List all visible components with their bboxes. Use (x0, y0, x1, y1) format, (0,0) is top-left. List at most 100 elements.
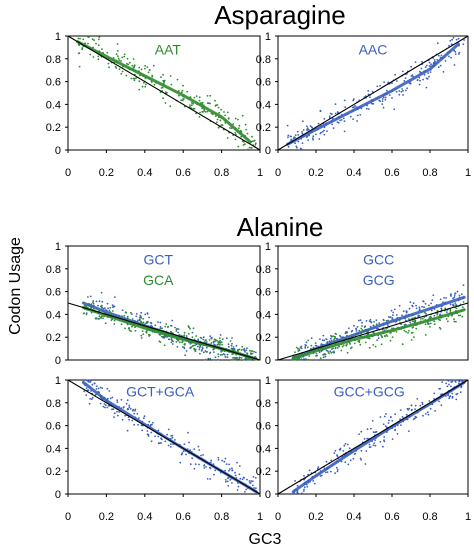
scatter-point (222, 353, 225, 355)
scatter-point (241, 140, 244, 143)
scatter-point (218, 337, 221, 340)
scatter-point (429, 322, 432, 325)
scatter-point (106, 406, 109, 409)
scatter-point (235, 344, 238, 347)
scatter-point (328, 115, 331, 117)
scatter-point (97, 55, 100, 58)
scatter-point (412, 418, 415, 421)
scatter-point (126, 57, 129, 60)
scatter-point (423, 306, 425, 309)
x-tick-label: 0 (275, 511, 281, 523)
scatter-point (221, 459, 224, 462)
scatter-point (354, 452, 357, 455)
scatter-point (224, 356, 227, 358)
scatter-point (375, 430, 378, 433)
scatter-point (123, 406, 125, 408)
scatter-point (244, 351, 247, 353)
scatter-point (192, 107, 195, 110)
scatter-point (247, 148, 249, 151)
scatter-point (339, 119, 341, 122)
scatter-point (444, 307, 447, 310)
scatter-point (318, 138, 321, 140)
scatter-point (431, 299, 434, 301)
scatter-point (183, 331, 186, 334)
scatter-point (449, 39, 452, 42)
scatter-point (321, 130, 324, 133)
scatter-point (121, 56, 124, 59)
scatter-point (317, 122, 320, 125)
scatter-point (125, 311, 128, 314)
scatter-point (446, 385, 449, 388)
scatter-point (457, 314, 460, 317)
scatter-point (359, 457, 362, 460)
scatter-point (130, 77, 133, 80)
scatter-point (170, 338, 173, 340)
scatter-point (388, 94, 391, 96)
scatter-point (208, 339, 211, 341)
scatter-point (329, 350, 332, 353)
scatter-point (125, 62, 128, 65)
scatter-point (298, 358, 300, 361)
scatter-point (419, 79, 421, 82)
scatter-point (210, 337, 213, 340)
scatter-point (363, 326, 366, 329)
x-tick-label: 0.4 (137, 167, 152, 179)
scatter-point (101, 300, 104, 303)
scatter-point (360, 459, 362, 461)
scatter-point (436, 59, 439, 61)
scatter-point (252, 480, 254, 483)
scatter-point (448, 44, 450, 47)
scatter-point (381, 100, 384, 102)
scatter-point (134, 326, 136, 329)
scatter-point (141, 330, 144, 332)
scatter-point (358, 329, 361, 332)
scatter-point (193, 349, 196, 351)
scatter-point (194, 350, 197, 353)
scatter-point (399, 418, 401, 420)
scatter-point (170, 325, 173, 327)
scatter-point (355, 327, 357, 330)
scatter-point (171, 319, 174, 322)
scatter-point (220, 108, 223, 111)
scatter-point (383, 436, 386, 438)
scatter-point (251, 135, 253, 138)
scatter-point (440, 404, 443, 407)
scatter-point (382, 96, 385, 99)
scatter-point (240, 349, 243, 351)
y-tick-label: 0.6 (256, 287, 271, 299)
scatter-point (198, 96, 201, 99)
scatter-point (183, 98, 185, 100)
scatter-point (330, 348, 333, 350)
y-tick-label: 0.6 (46, 77, 61, 89)
scatter-point (426, 322, 429, 325)
scatter-point (368, 346, 371, 349)
scatter-point (439, 298, 442, 301)
scatter-point (415, 307, 418, 310)
y-tick-label: 0.4 (256, 309, 271, 321)
scatter-point (406, 407, 409, 410)
scatter-point (352, 118, 354, 120)
scatter-point (445, 318, 448, 320)
scatter-point (243, 347, 246, 350)
scatter-point (303, 358, 305, 360)
y-tick-label: 1 (55, 375, 61, 387)
scatter-point (415, 327, 418, 330)
scatter-point (455, 398, 458, 401)
scatter-point (298, 348, 301, 351)
panel-1: 0 0.2 0.4 0.6 0.8 1 0 0.2 0.4 0.6 0.8 1 AAT (46, 31, 263, 179)
scatter-point (299, 346, 302, 349)
scatter-point (104, 404, 107, 407)
scatter-point (234, 474, 237, 477)
scatter-point (157, 321, 159, 323)
scatter-point (128, 329, 131, 332)
scatter-point (338, 345, 341, 348)
scatter-point (141, 85, 144, 88)
x-tick-label: 0.4 (137, 511, 152, 523)
scatter-point (198, 116, 201, 118)
series-label: GCC (363, 252, 394, 268)
scatter-point (191, 331, 194, 334)
scatter-point (246, 132, 249, 135)
scatter-point (381, 98, 384, 100)
scatter-point (432, 294, 435, 297)
